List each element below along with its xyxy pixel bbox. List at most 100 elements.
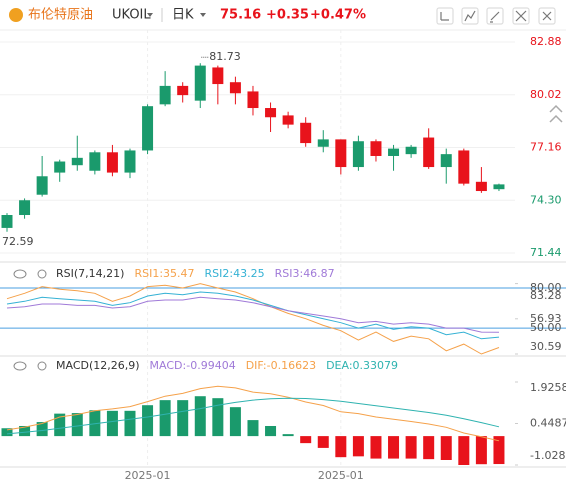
histogram-bar (194, 396, 206, 437)
histogram-bar (352, 436, 364, 457)
icon-indicator (464, 10, 476, 22)
flag-icon (9, 8, 23, 22)
candle-body (54, 161, 66, 173)
candle-body (106, 152, 118, 173)
histogram-bar (282, 434, 294, 437)
histogram-bar (317, 436, 329, 448)
low-annotation: 72.59 (2, 235, 34, 248)
gear-icon[interactable] (37, 361, 47, 371)
histogram-bar (458, 436, 470, 465)
y-tick-label: 77.16 (530, 141, 562, 154)
candle-body (423, 137, 435, 168)
symbol[interactable]: UKOIL (112, 8, 151, 23)
indicator-line (6, 291, 500, 340)
change-pct: +0.47% (310, 8, 366, 23)
y-tick-label: 83.28 (530, 289, 562, 302)
x-tick-label: 2025-01 (318, 469, 364, 482)
candle-body (19, 200, 31, 216)
histogram-bar (405, 436, 417, 459)
indicator-line (6, 385, 500, 442)
legend-value: -0.99404 (186, 359, 235, 372)
candle-body (177, 85, 189, 96)
y-tick-label: 82.88 (530, 35, 562, 48)
period[interactable]: 日K (172, 8, 194, 23)
candle-body (317, 139, 329, 147)
candle-body (440, 154, 452, 168)
icon-button[interactable] (512, 7, 530, 25)
gear-icon[interactable] (37, 269, 47, 279)
y-tick-label: 0.44876 (530, 417, 566, 430)
candle-body (247, 91, 259, 109)
high-annotation: 81.73 (209, 50, 241, 63)
y-tick-label: 80.00 (530, 281, 562, 294)
change: +0.35 (266, 8, 309, 23)
legend-name: DIF: (246, 359, 267, 372)
legend-value: -0.16623 (267, 359, 316, 372)
histogram-bar (71, 413, 83, 437)
histogram-bar (54, 413, 66, 437)
eye-icon[interactable] (13, 361, 27, 371)
histogram-bar (493, 436, 505, 465)
histogram-bar (370, 436, 382, 459)
period-dropdown[interactable] (200, 13, 206, 17)
histogram-bar (124, 410, 136, 437)
candle-body (1, 215, 13, 228)
scroll-icon[interactable] (549, 104, 563, 123)
y-tick-label: 30.59 (530, 340, 562, 353)
candle-body (458, 150, 470, 184)
histogram-bar (247, 420, 259, 437)
histogram-bar (300, 436, 312, 444)
legend-name: MACD: (150, 359, 187, 372)
icon-crosshair (440, 12, 449, 21)
indicator-line (6, 283, 500, 355)
y-tick-label: 74.30 (530, 193, 562, 206)
legend-name: RSI3: (275, 267, 304, 280)
indicator-line (6, 296, 500, 333)
y-tick-label: 71.44 (530, 246, 562, 259)
legend-value: 43.25 (233, 267, 265, 280)
candle-body (265, 108, 277, 118)
histogram-bar (1, 428, 13, 437)
histogram-bar (36, 422, 48, 437)
eye-icon[interactable] (13, 269, 27, 279)
histogram-bar (177, 400, 189, 437)
icon-button[interactable] (486, 7, 504, 25)
icon-button[interactable] (538, 7, 556, 25)
y-tick-label: 1.92586 (530, 381, 566, 394)
histogram-bar (335, 436, 347, 458)
candle-body (212, 67, 224, 85)
y-tick-label: 80.02 (530, 88, 562, 101)
histogram-bar (229, 407, 241, 437)
legend-name: DEA: (326, 359, 352, 372)
histogram-bar (212, 398, 224, 437)
candle-body (335, 139, 347, 168)
symbol-dropdown[interactable] (147, 13, 153, 17)
candle-body (388, 148, 400, 156)
instrument-name[interactable]: 布伦特原油 (28, 8, 93, 23)
icon-button[interactable] (461, 7, 479, 25)
histogram-bar (159, 400, 171, 437)
candle-body (493, 184, 505, 190)
icon-close (542, 11, 552, 21)
candle-body (142, 106, 154, 151)
indicator-title: MACD(12,26,9) (56, 359, 140, 372)
indicator-title: RSI(7,14,21) (56, 267, 124, 280)
candle-body (229, 82, 241, 94)
candle-body (475, 181, 487, 192)
legend-value: 46.87 (303, 267, 335, 280)
x-tick-label: 2025-01 (125, 469, 171, 482)
icon-button[interactable] (436, 7, 454, 25)
candle-body (124, 150, 136, 173)
histogram-bar (19, 425, 31, 437)
candle-body (282, 115, 294, 125)
legend-name: RSI2: (205, 267, 234, 280)
y-tick-label: -1.02834 (530, 449, 566, 462)
candle-body (194, 65, 206, 101)
histogram-bar (142, 405, 154, 437)
candle-body (71, 157, 83, 166)
y-tick-label: 56.93 (530, 312, 562, 325)
candle-body (405, 146, 417, 155)
legend-value: 0.33079 (353, 359, 399, 372)
legend-value: 35.47 (163, 267, 195, 280)
